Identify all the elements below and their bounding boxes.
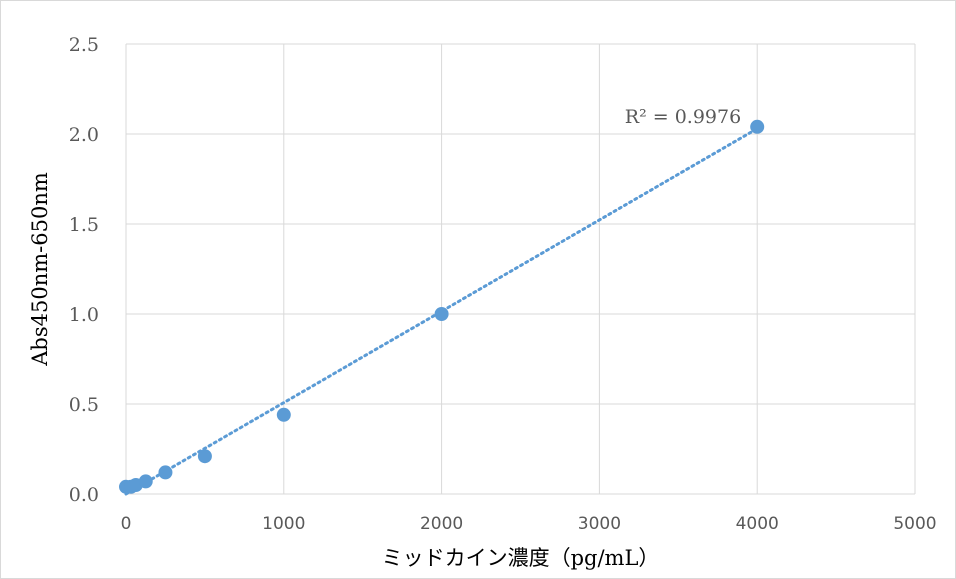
y-axis-title: Abs450nm-650nm [28, 172, 52, 367]
data-point [158, 465, 173, 480]
y-tick-label: 0.0 [69, 484, 99, 506]
x-tick-labels: 0 1000 2000 3000 4000 5000 [121, 514, 937, 534]
data-point [197, 449, 212, 464]
data-point [750, 119, 765, 134]
data-point [276, 407, 291, 422]
x-tick-label: 2000 [420, 514, 463, 534]
x-tick-label: 5000 [893, 514, 936, 534]
x-tick-label: 4000 [736, 514, 779, 534]
data-point [138, 474, 153, 489]
x-tick-label: 1000 [262, 514, 305, 534]
gridlines [125, 43, 916, 495]
x-axis-title: ミッドカイン濃度（pg/mL） [382, 546, 660, 570]
data-points [119, 119, 765, 494]
y-tick-label: 2.5 [69, 34, 99, 56]
data-point [434, 307, 449, 321]
x-tick-label: 0 [121, 514, 132, 534]
y-tick-label: 1.5 [69, 214, 99, 236]
x-tick-label: 3000 [578, 514, 621, 534]
y-tick-label: 1.0 [69, 304, 99, 326]
y-tick-label: 2.0 [69, 124, 99, 146]
y-tick-labels: 0.0 0.5 1.0 1.5 2.0 2.5 [69, 34, 99, 506]
r-squared-label: R² = 0.9976 [625, 106, 741, 128]
y-tick-label: 0.5 [69, 394, 99, 416]
